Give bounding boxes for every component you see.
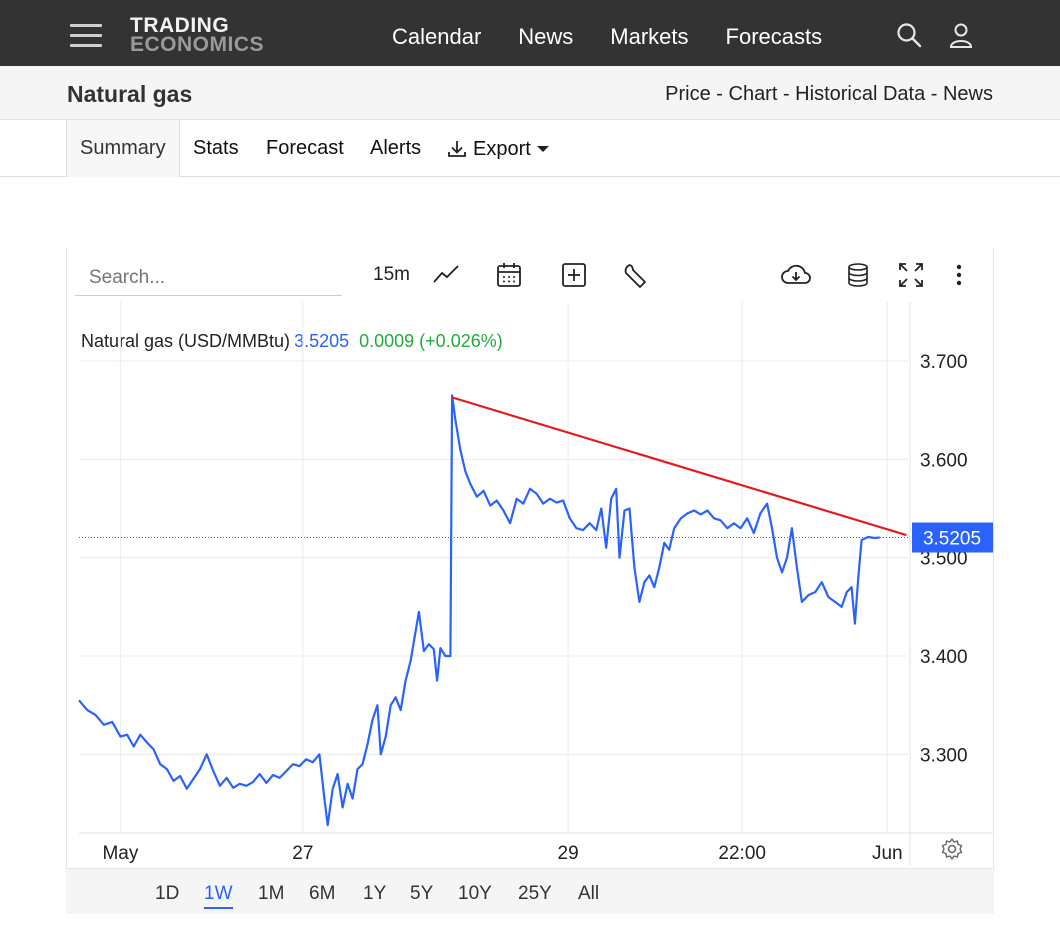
tab-bar: Summary Stats Forecast Alerts Export [0, 120, 1060, 177]
range-25y[interactable]: 25Y [518, 883, 552, 904]
chart-legend: Natural gas (USD/MMBtu) 3.5205 0.0009 (+0.… [81, 331, 503, 352]
top-navbar: TRADING ECONOMICS Calendar News Markets … [0, 0, 1060, 66]
range-selector: 1D 1W 1M 6M 1Y 5Y 10Y 25Y All [66, 868, 994, 914]
section-links[interactable]: Price - Chart - Historical Data - News [665, 83, 993, 105]
tab-export[interactable]: Export [446, 120, 550, 177]
search-icon[interactable] [896, 22, 922, 48]
range-10y[interactable]: 10Y [458, 883, 492, 904]
interval-selector[interactable]: 15m [373, 264, 410, 285]
database-icon[interactable] [846, 262, 870, 288]
main-nav: Calendar News Markets Forecasts [392, 24, 859, 50]
download-icon [448, 140, 466, 157]
legend-change: 0.0009 (+0.026%) [359, 331, 503, 351]
cloud-download-icon[interactable] [780, 262, 812, 288]
logo-line-2: ECONOMICS [130, 33, 265, 56]
tab-alerts[interactable]: Alerts [370, 137, 422, 159]
calendar-icon[interactable] [496, 262, 522, 288]
nav-calendar[interactable]: Calendar [392, 24, 482, 49]
nav-news[interactable]: News [518, 24, 574, 49]
nav-forecasts[interactable]: Forecasts [725, 24, 823, 49]
page-title: Natural gas [67, 81, 193, 107]
nav-markets[interactable]: Markets [610, 24, 689, 49]
tab-forecast[interactable]: Forecast [266, 137, 344, 159]
range-all[interactable]: All [578, 883, 600, 904]
legend-symbol-name: Natural gas (USD/MMBtu) [81, 331, 291, 351]
user-icon[interactable] [948, 22, 974, 48]
range-1y[interactable]: 1Y [363, 883, 387, 904]
range-6m[interactable]: 6M [309, 883, 336, 904]
wrench-icon[interactable] [622, 262, 648, 288]
caret-down-icon [536, 145, 549, 152]
more-icon[interactable] [950, 262, 968, 288]
range-1d[interactable]: 1D [155, 883, 180, 904]
settings-icon[interactable] [940, 837, 964, 861]
tab-stats[interactable]: Stats [193, 137, 239, 159]
site-logo[interactable]: TRADING ECONOMICS [130, 14, 265, 56]
symbol-search-input[interactable] [75, 260, 342, 296]
range-5y[interactable]: 5Y [410, 883, 434, 904]
add-indicator-icon[interactable] [561, 262, 587, 288]
logo-line-1: TRADING [130, 14, 230, 37]
fullscreen-icon[interactable] [898, 262, 924, 288]
legend-price: 3.5205 [294, 331, 350, 351]
range-1w[interactable]: 1W [204, 883, 233, 909]
line-chart-icon[interactable] [432, 262, 460, 286]
range-1m[interactable]: 1M [258, 883, 285, 904]
title-bar: Natural gas Price - Chart - Historical D… [0, 66, 1060, 120]
tab-summary[interactable]: Summary [66, 120, 180, 177]
menu-icon[interactable] [70, 24, 102, 48]
export-label: Export [473, 137, 531, 160]
